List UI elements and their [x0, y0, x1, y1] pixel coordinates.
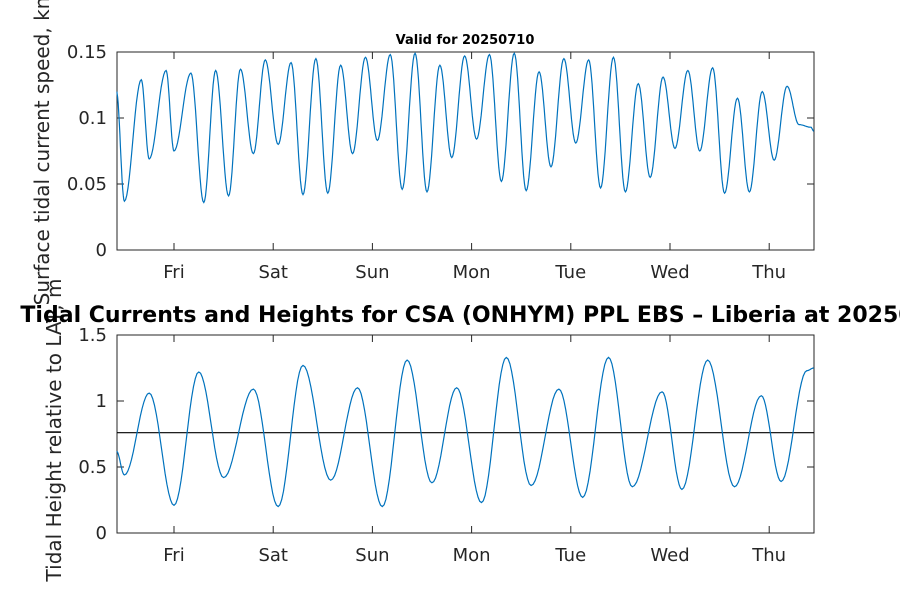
current-speed-x-tick-label: Fri	[163, 262, 184, 283]
tidal-height-x-tick-label: Fri	[163, 545, 184, 566]
main-figure-title: Tidal Currents and Heights for CSA (ONHY…	[20, 303, 900, 328]
current-speed-y-ticks: 0 0.05 0.1 0.15	[67, 42, 814, 261]
tidal-height-x-tick-label: Thu	[751, 545, 786, 566]
current-speed-y-tick-label: 0.1	[78, 108, 107, 129]
current-speed-x-tick-label: Wed	[650, 262, 689, 283]
current-speed-title: Valid for 20250710	[396, 33, 535, 48]
tidal-height-y-tick-label: 1.5	[78, 325, 107, 346]
tidal-height-series	[116, 356, 814, 508]
current-speed-series	[116, 51, 815, 204]
tidal-height-y-ticks: 0 0.5 1 1.5	[78, 325, 814, 544]
current-speed-series-line	[116, 51, 815, 204]
current-speed-panel: Valid for 20250710 Fri Sat Sun Mon Tue Wed Thu…	[30, 0, 815, 305]
tidal-height-series-line	[116, 356, 814, 508]
current-speed-y-axis-label: Surface tidal current speed, kn	[30, 0, 54, 305]
tidal-height-x-tick-label: Sat	[258, 545, 288, 566]
tidal-height-y-tick-label: 1	[96, 391, 107, 412]
current-speed-y-tick-label: 0	[96, 240, 107, 261]
current-speed-x-ticks: Fri Sat Sun Mon Tue Wed Thu	[163, 52, 786, 283]
current-speed-x-tick-label: Tue	[554, 262, 586, 283]
tidal-height-axes-frame	[116, 334, 815, 534]
tidal-height-x-tick-label: Mon	[453, 545, 491, 566]
current-speed-x-tick-label: Thu	[751, 262, 786, 283]
tidal-height-panel: Fri Sat Sun Mon Tue Wed Thu 0 0.5 1 1.5 Tidal Hei…	[20, 279, 900, 583]
tidal-height-x-tick-label: Wed	[650, 545, 689, 566]
tidal-height-y-tick-label: 0	[96, 523, 107, 544]
tidal-height-x-tick-label: Sun	[355, 545, 389, 566]
current-speed-y-tick-label: 0.05	[67, 174, 107, 195]
tidal-height-x-ticks: Fri Sat Sun Mon Tue Wed Thu	[163, 335, 786, 566]
current-speed-y-tick-label: 0.15	[67, 42, 107, 63]
current-speed-x-tick-label: Sun	[355, 262, 389, 283]
tidal-height-y-tick-label: 0.5	[78, 457, 107, 478]
tidal-height-x-tick-label: Tue	[554, 545, 586, 566]
current-speed-x-tick-label: Mon	[453, 262, 491, 283]
tidal-height-y-axis-label: Tidal Height relative to LAT, m	[42, 279, 66, 583]
current-speed-x-tick-label: Sat	[258, 262, 288, 283]
